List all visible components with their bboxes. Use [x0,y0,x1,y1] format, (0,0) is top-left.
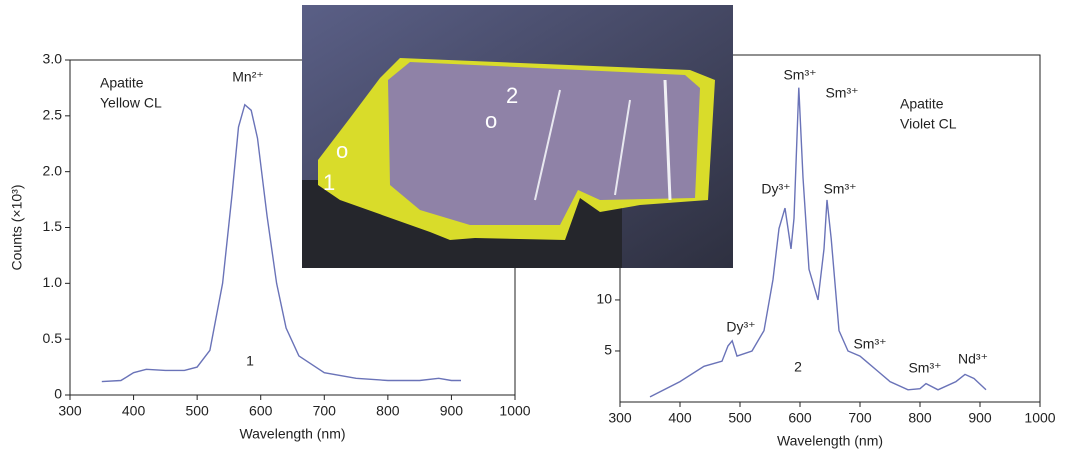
figure: 300 400 500 600 700 800 900 1000 0 0.5 1.0 1.5 2.0 2.… [0,0,1065,452]
photo-label: o [485,108,497,133]
x-tick-label: 300 [608,410,632,426]
x-axis-label: Wavelength (nm) [239,426,345,442]
y-tick-label: 0.5 [43,330,63,346]
x-tick-label: 700 [313,403,337,419]
y-tick-label: 1.5 [43,218,63,234]
x-axis-label: Wavelength (nm) [777,433,883,449]
annotation: Dy³⁺ [761,181,790,197]
photo: 1 o 2 o [302,5,733,268]
x-tick-label: 1000 [1024,410,1055,426]
annotation: Sm³⁺ [825,85,858,101]
annotation: Nd³⁺ [958,351,988,367]
annotation: Mn²⁺ [232,69,264,85]
x-tick-label: 400 [668,410,692,426]
x-tick-label: 1000 [499,403,530,419]
x-tick-label: 700 [848,410,872,426]
x-tick-label: 500 [185,403,209,419]
x-tick-label: 600 [249,403,273,419]
x-tick-label: 900 [968,410,992,426]
x-tick-label: 500 [728,410,752,426]
x-tick-label: 800 [908,410,932,426]
annotation: Dy³⁺ [726,319,755,335]
annotation: Apatite [100,75,144,91]
y-axis-label: Counts (×10³) [9,185,25,271]
annotation: Violet CL [900,116,957,132]
annotation: Yellow CL [100,95,162,111]
annotation: Sm³⁺ [853,336,886,352]
y-tick-label: 3.0 [43,51,63,67]
y-tick-label: 10 [596,291,612,307]
x-tick-label: 300 [58,403,82,419]
annotation: 2 [794,359,802,375]
y-tick-label: 2.0 [43,162,63,178]
photo-label: o [336,138,348,163]
x-tick-label: 900 [440,403,464,419]
photo-label: 1 [323,170,335,195]
x-tick-label: 800 [376,403,400,419]
y-tick-label: 5 [604,342,612,358]
annotation: Sm³⁺ [908,360,941,376]
annotation: Sm³⁺ [823,181,856,197]
photo-label: 2 [506,83,518,108]
y-tick-label: 1.0 [43,274,63,290]
annotation: Sm³⁺ [783,67,816,83]
annotation: 1 [246,353,254,369]
y-tick-label: 0 [54,386,62,402]
annotation: Apatite [900,96,944,112]
x-tick-label: 400 [122,403,146,419]
x-tick-label: 600 [788,410,812,426]
y-tick-label: 2.5 [43,107,63,123]
